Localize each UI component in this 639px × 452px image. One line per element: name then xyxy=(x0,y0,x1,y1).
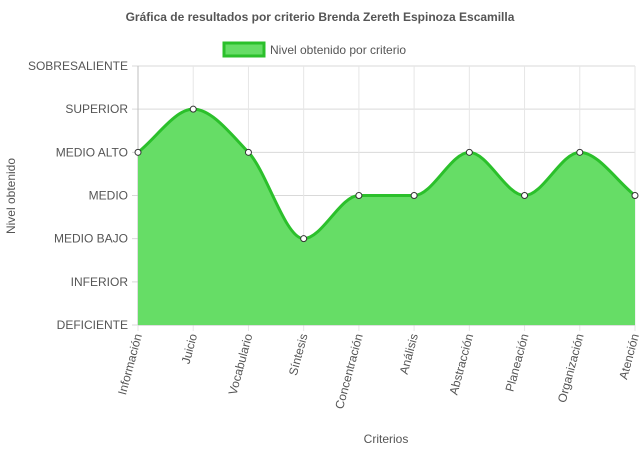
y-axis-title: Nivel obtenido xyxy=(4,158,18,234)
chart-title: Gráfica de resultados por criterio Brend… xyxy=(126,10,515,24)
y-tick-label: DEFICIENTE xyxy=(57,318,128,332)
points-layer xyxy=(134,105,639,243)
y-tick-label: SOBRESALIENTE xyxy=(28,59,128,73)
legend-swatch xyxy=(222,41,266,58)
x-tick-label: Vocabulario xyxy=(226,332,256,397)
data-point[interactable] xyxy=(410,192,418,199)
data-point[interactable] xyxy=(521,192,529,199)
x-tick-label: Organización xyxy=(555,332,587,404)
x-axis-ticks: Información Juicio Vocabulario Síntesis Conc… xyxy=(115,332,639,411)
y-tick-label: INFERIOR xyxy=(71,275,129,289)
x-axis-title: Criterios xyxy=(364,432,409,446)
x-tick-label: Síntesis xyxy=(286,332,311,377)
data-point[interactable] xyxy=(244,148,252,156)
x-tick-label: Análisis xyxy=(397,332,421,376)
x-tick-label: Concentración xyxy=(332,332,366,410)
data-point[interactable] xyxy=(631,192,639,199)
y-tick-label: MEDIO xyxy=(89,189,128,203)
y-tick-label: MEDIO BAJO xyxy=(54,232,128,246)
series-line xyxy=(137,107,636,241)
data-point[interactable] xyxy=(189,105,197,113)
data-point[interactable] xyxy=(355,192,363,199)
legend[interactable]: Nivel obtenido por criterio xyxy=(222,41,406,58)
y-axis-ticks: DEFICIENTE INFERIOR MEDIO BAJO MEDIO MEDIO A… xyxy=(28,59,128,332)
x-tick-label: Atención xyxy=(616,332,639,381)
data-point[interactable] xyxy=(300,235,308,243)
x-tick-label: Juicio xyxy=(179,332,201,366)
x-tick-label: Planeación xyxy=(503,332,532,393)
data-point[interactable] xyxy=(465,148,473,156)
area-layer xyxy=(137,107,636,326)
series-area xyxy=(138,109,635,326)
y-tick-label: SUPERIOR xyxy=(65,102,128,116)
y-tick-label: MEDIO ALTO xyxy=(56,145,128,159)
x-tick-label: Abstracción xyxy=(446,332,476,396)
legend-label: Nivel obtenido por criterio xyxy=(270,43,406,57)
x-tick-label: Información xyxy=(115,332,145,396)
data-point[interactable] xyxy=(134,148,142,156)
data-point[interactable] xyxy=(576,148,584,156)
